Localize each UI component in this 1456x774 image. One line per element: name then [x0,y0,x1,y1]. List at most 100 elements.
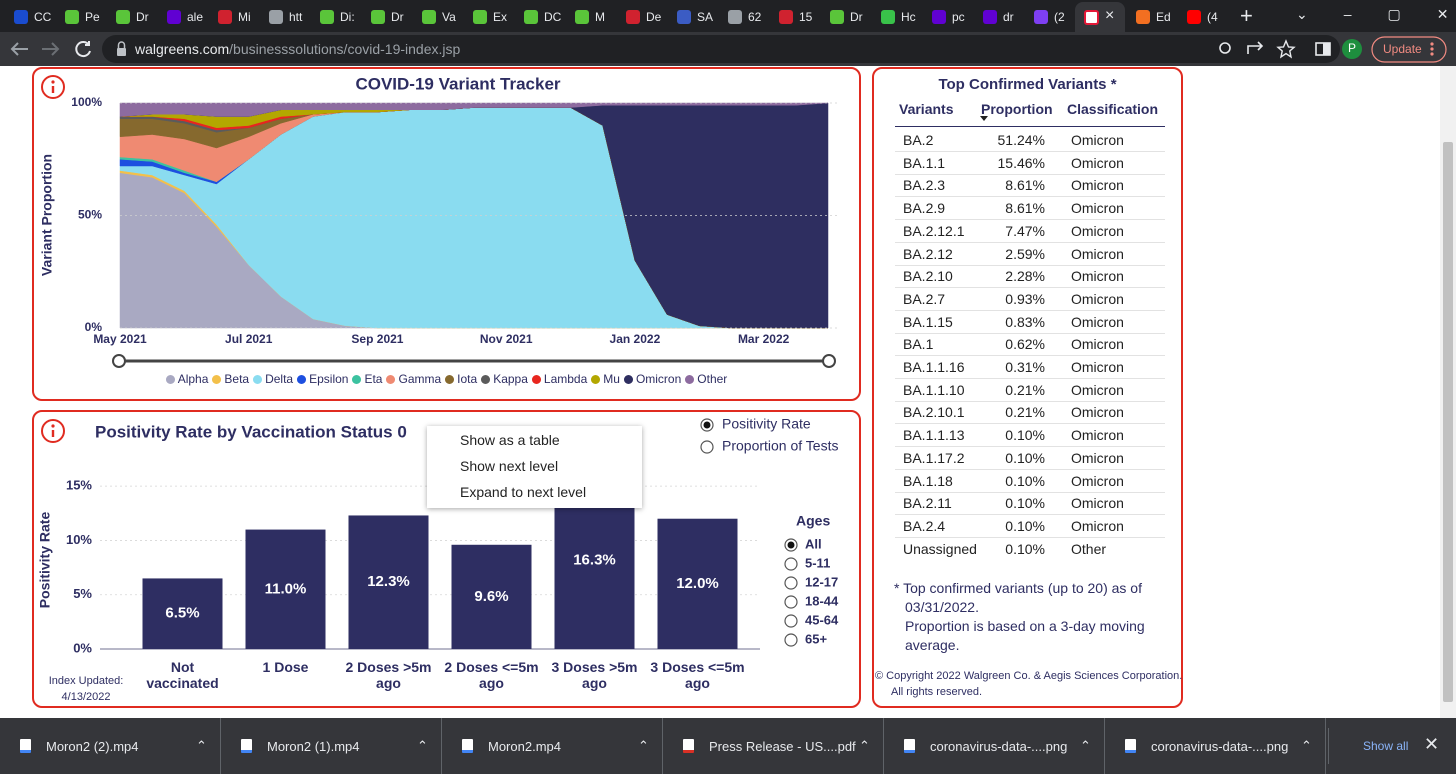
tab[interactable]: Ed [1126,2,1176,32]
radio-button[interactable] [700,440,714,454]
table-cell: 0.93% [1005,290,1045,307]
table-cell: Omicron [1071,381,1124,398]
download-item[interactable]: coronavirus-data-....png ⌃ [1105,718,1326,774]
tab[interactable]: dr [973,2,1023,32]
share-icon[interactable] [1247,41,1264,54]
tab[interactable]: CC [4,2,54,32]
tab[interactable]: (4 [1177,2,1227,32]
download-menu-caret[interactable]: ⌃ [1080,738,1091,753]
forward-button[interactable] [42,42,60,56]
radio-button[interactable] [784,557,798,571]
legend-item[interactable]: Kappa [481,372,528,386]
tab[interactable]: M [565,2,615,32]
download-menu-caret[interactable]: ⌃ [1301,738,1312,753]
bar[interactable] [657,518,738,649]
tab[interactable]: Ex [463,2,513,32]
scrollbar[interactable] [1440,66,1456,718]
range-slider-handle[interactable] [112,354,126,368]
download-item[interactable]: Moron2.mp4 ⌃ [442,718,663,774]
download-menu-caret[interactable]: ⌃ [638,738,649,753]
tab[interactable]: Dr [820,2,870,32]
active-tab[interactable]: × [1075,2,1125,32]
x-tick-label: Sep 2021 [351,332,403,346]
table-cell: BA.1.1 [903,154,946,171]
legend-item[interactable]: Beta [212,372,249,386]
table-row: Unassigned 0.10% Other [895,538,1165,560]
legend-item[interactable]: Delta [253,372,293,386]
tab-favicon [371,10,385,24]
profile-avatar[interactable] [1342,39,1362,59]
scrollbar-thumb[interactable] [1443,142,1453,702]
legend-item[interactable]: Mu [591,372,620,386]
download-menu-caret[interactable]: ⌃ [196,738,207,753]
new-tab[interactable]: + [1240,3,1253,28]
tab[interactable]: Pe [55,2,105,32]
bar[interactable] [142,578,223,649]
range-slider-handle[interactable] [822,354,836,368]
tab[interactable]: 15 [769,2,819,32]
legend-item[interactable]: Iota [445,372,477,386]
radio-button[interactable] [784,576,798,590]
reload-button[interactable] [75,41,91,58]
radio-button[interactable] [784,633,798,647]
tab-close[interactable]: × [1105,7,1115,24]
back-button[interactable] [10,42,28,56]
tab[interactable]: Mi [208,2,258,32]
download-item[interactable]: Moron2 (2).mp4 ⌃ [0,718,221,774]
tab[interactable]: Dr [106,2,156,32]
bar-value-label: 9.6% [474,588,508,605]
x-tick-label: Jan 2022 [610,332,661,346]
column-header[interactable]: Classification [1067,101,1159,117]
x-tick-label: May 2021 [93,332,147,346]
bar[interactable] [451,544,532,649]
tab[interactable]: Hc [871,2,921,32]
update-button[interactable] [1371,36,1447,63]
download-item[interactable]: coronavirus-data-....png ⌃ [884,718,1105,774]
omnibox[interactable] [102,35,1340,63]
radio-button[interactable] [784,614,798,628]
url[interactable]: walgreens.com/businesssolutions/covid-19… [135,41,460,57]
tab[interactable]: Dr [361,2,411,32]
legend-item[interactable]: Alpha [165,372,208,386]
menu-item[interactable]: Show as a table [460,432,560,448]
legend-item[interactable]: Eta [352,372,382,386]
download-menu-caret[interactable]: ⌃ [417,738,428,753]
zoom-icon[interactable] [1219,42,1231,54]
tab-favicon [626,10,640,24]
column-header[interactable]: Variants [899,101,954,117]
download-item[interactable]: Moron2 (1).mp4 ⌃ [221,718,442,774]
tab[interactable]: De [616,2,666,32]
table-cell: Omicron [1071,449,1124,466]
show-all-button[interactable]: Show all [1363,739,1409,753]
tab[interactable]: ale [157,2,207,32]
tab[interactable]: Va [412,2,462,32]
tab[interactable]: htt [259,2,309,32]
radio-button[interactable] [784,595,798,609]
info-icon[interactable] [41,419,65,443]
info-icon[interactable] [41,75,65,99]
tab-title: Mi [238,10,251,24]
download-menu-caret[interactable]: ⌃ [859,738,870,753]
legend-item[interactable]: Omicron [623,372,681,386]
legend-item[interactable]: Epsilon [297,372,348,386]
tab[interactable]: pc [922,2,972,32]
bookmark-star[interactable] [1276,39,1296,59]
tab[interactable]: Di: [310,2,360,32]
close-shelf[interactable]: ✕ [1424,734,1440,754]
column-header[interactable]: Proportion [981,101,1053,117]
menu-item[interactable]: Show next level [460,458,559,474]
y-tick-label: 0% [73,640,92,655]
legend-item[interactable]: Other [685,372,727,386]
legend-swatch [253,374,263,384]
bar[interactable] [348,515,429,649]
tab[interactable]: (2 [1024,2,1074,32]
legend-item[interactable]: Gamma [386,372,441,386]
download-item[interactable]: Press Release - US....pdf ⌃ [663,718,884,774]
tab[interactable]: DC [514,2,564,32]
menu-item[interactable]: Expand to next level [460,484,587,500]
table-cell: BA.1.1.16 [903,359,965,375]
tab[interactable]: SA [667,2,717,32]
bar[interactable] [245,529,326,649]
tab[interactable]: 62 [718,2,768,32]
legend-item[interactable]: Lambda [531,372,587,386]
